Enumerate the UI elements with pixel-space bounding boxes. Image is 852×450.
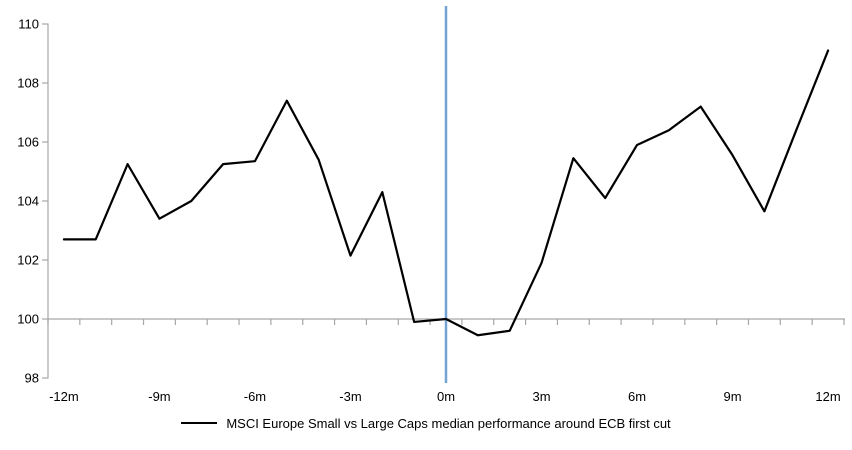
legend: MSCI Europe Small vs Large Caps median p…: [0, 413, 852, 433]
x-axis-label: -9m: [148, 389, 170, 404]
series-layer: [62, 49, 830, 337]
x-axis-label: 9m: [724, 389, 742, 404]
y-axis-label: 110: [18, 17, 39, 32]
y-axis-label: 102: [17, 253, 39, 268]
series-line: [62, 49, 830, 337]
x-axis-label: 3m: [532, 389, 550, 404]
x-axis-label: -12m: [49, 389, 79, 404]
y-axis-label: 98: [25, 371, 39, 386]
x-axis-label: 0m: [437, 389, 455, 404]
axis-labels-layer: 98 100 102 104 106 108 110 -12m -9m -6m -3m 0m 3m 6m 9…: [17, 17, 840, 405]
axes-layer: [42, 23, 845, 379]
y-axis-label: 108: [17, 76, 39, 91]
y-axis-label: 104: [17, 194, 39, 209]
y-axis-label: 100: [17, 312, 39, 327]
x-axis-label: -6m: [244, 389, 266, 404]
x-axis-label: 6m: [628, 389, 646, 404]
legend-line-sample: [181, 422, 218, 424]
y-axis-label: 106: [17, 135, 39, 150]
x-axis-label: 12m: [815, 389, 840, 404]
x-axis-label: -3m: [339, 389, 361, 404]
legend-label: MSCI Europe Small vs Large Caps median p…: [226, 415, 671, 431]
